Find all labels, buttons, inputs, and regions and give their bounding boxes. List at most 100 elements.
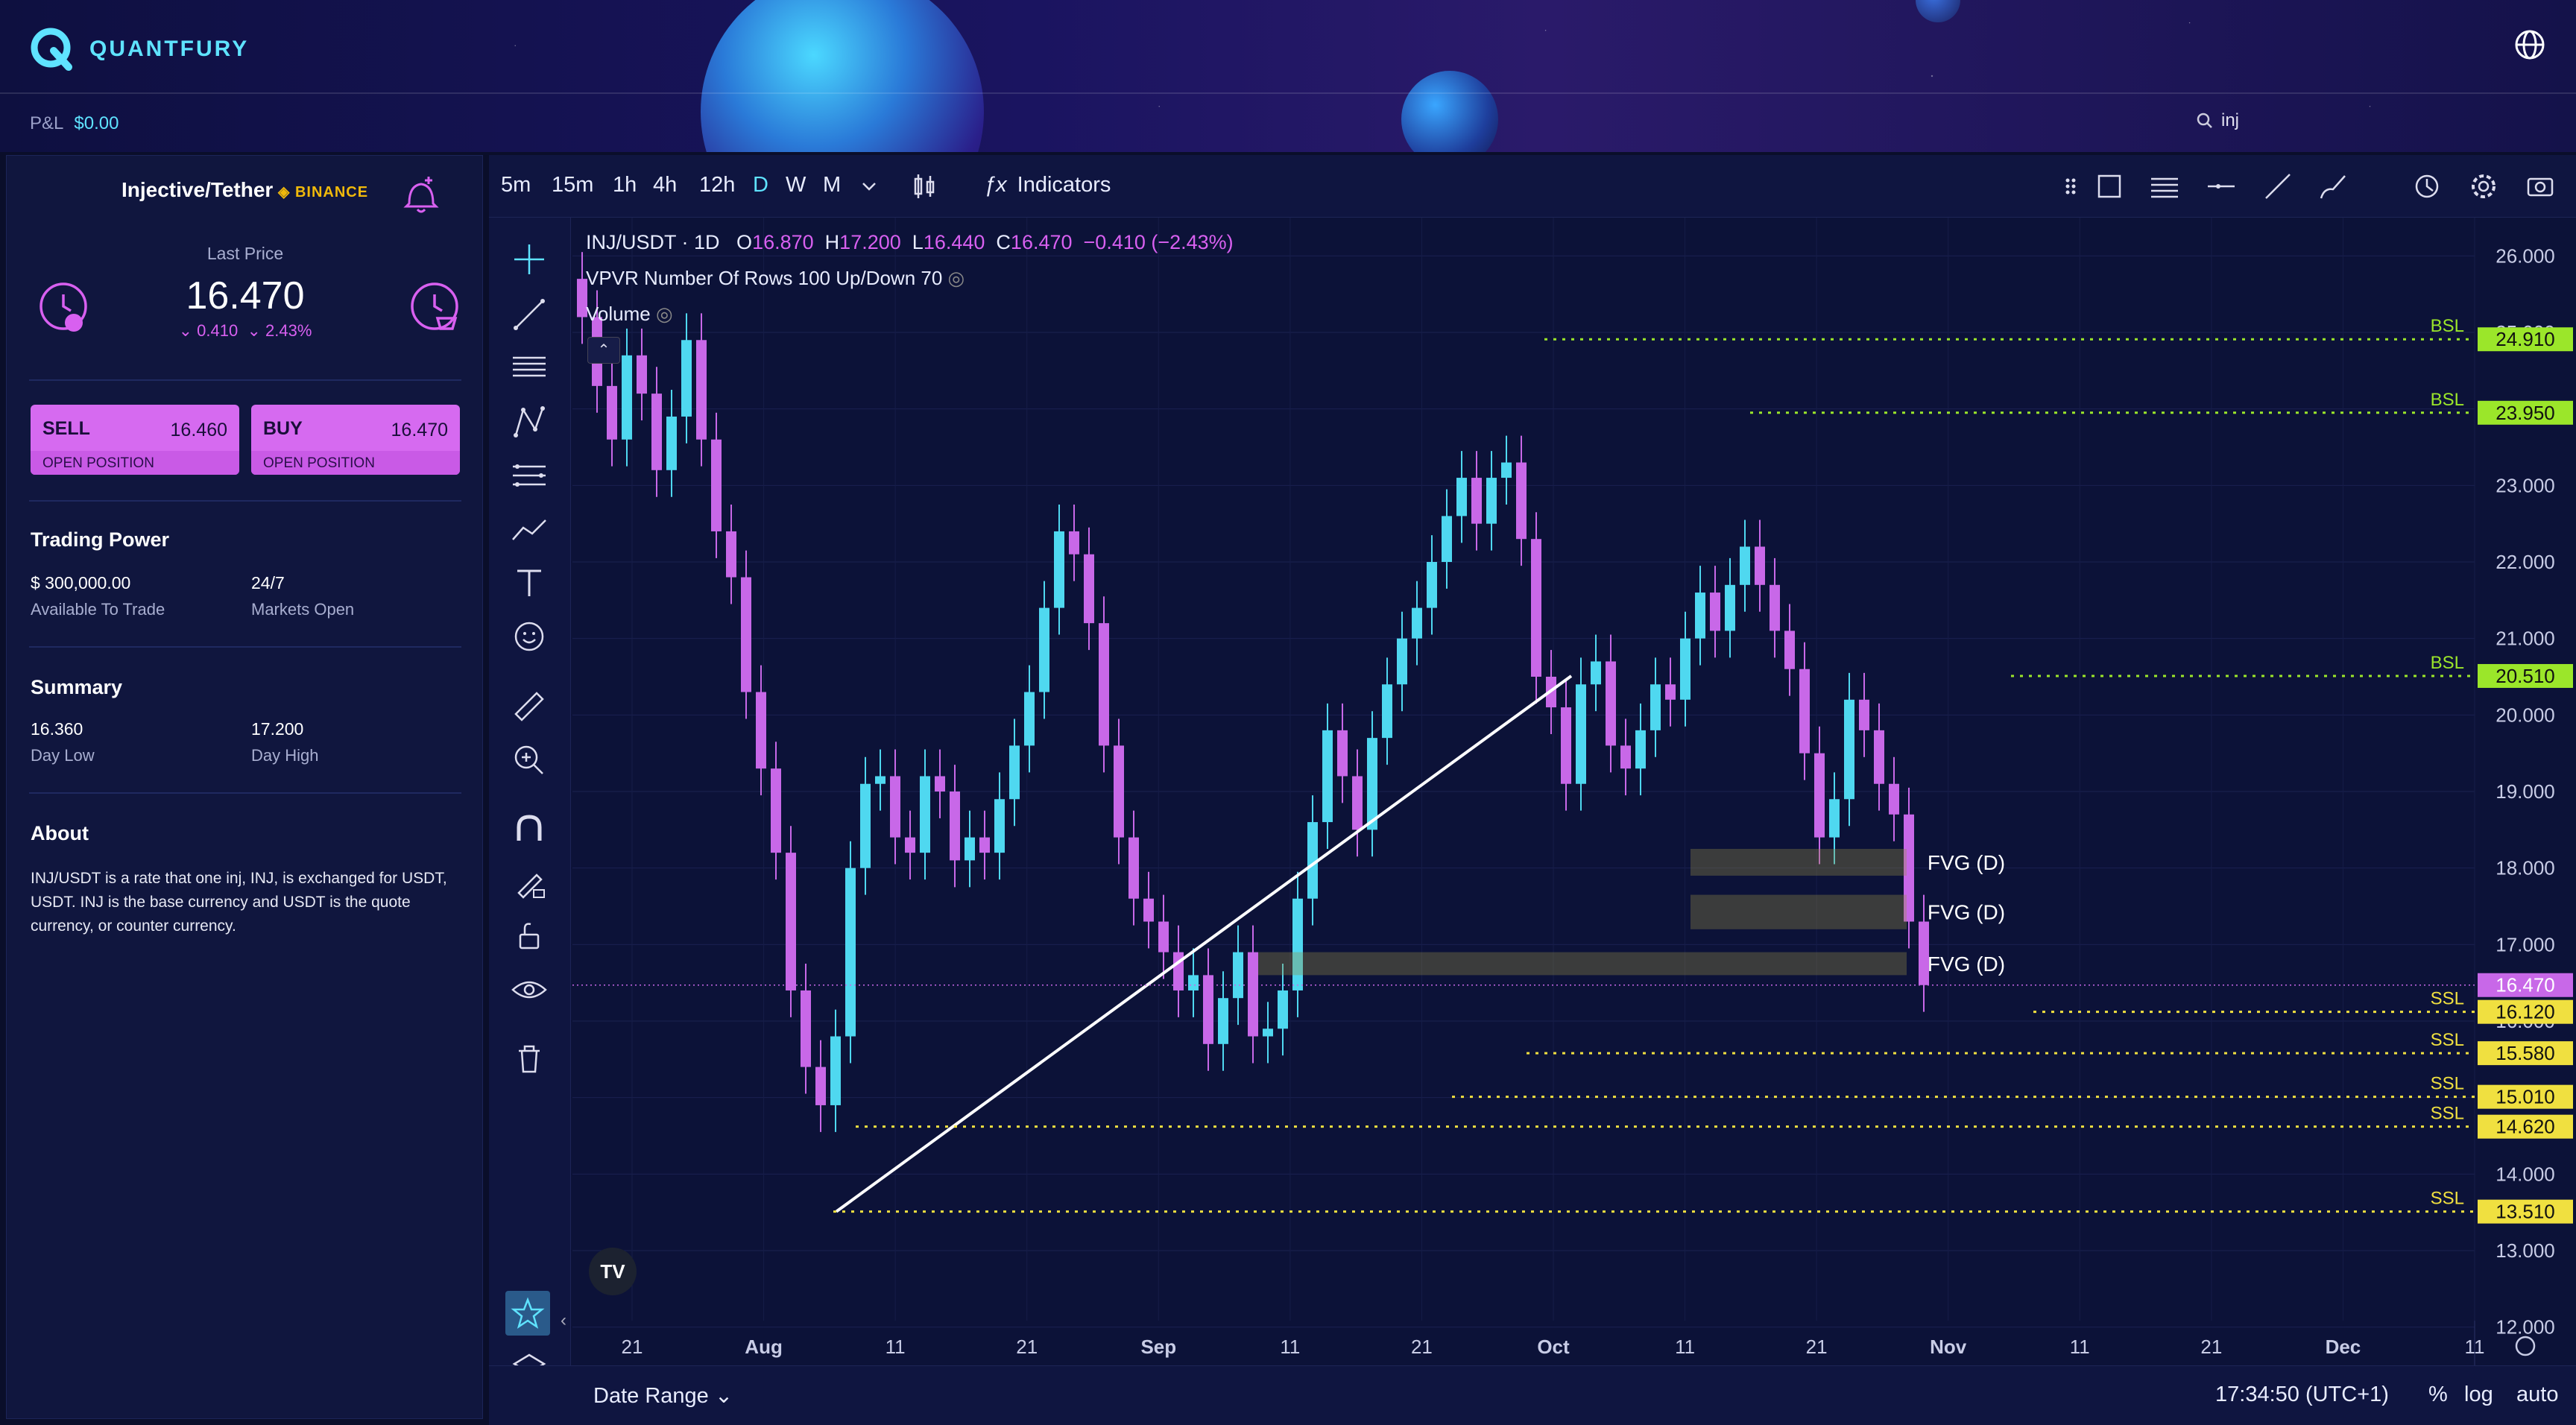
candle <box>920 776 930 853</box>
legend-c-label: C <box>996 231 1011 253</box>
candle <box>935 776 945 792</box>
timeframe-15m[interactable]: 15m <box>552 173 594 197</box>
candle <box>1904 814 1914 922</box>
bull-alarm-icon[interactable] <box>403 275 466 338</box>
date-range-button[interactable]: Date Range ⌄ <box>593 1384 733 1408</box>
candle <box>1069 531 1079 554</box>
x-tick-label: Sep <box>1140 1336 1176 1358</box>
trend-line-icon[interactable] <box>2260 168 2296 204</box>
ruler-icon[interactable] <box>507 684 552 729</box>
fvg-label: FVG (D) <box>1928 851 2005 874</box>
tradingview-logo-icon[interactable]: TV <box>589 1248 637 1295</box>
brush-tool-icon[interactable] <box>2315 168 2351 204</box>
liquidity-level-label: SSL <box>2431 1189 2464 1209</box>
price-tag-text: 15.010 <box>2496 1086 2555 1108</box>
buy-sub-label: OPEN POSITION <box>251 451 460 475</box>
search-input[interactable]: inj <box>2196 110 2239 131</box>
bear-alarm-icon[interactable] <box>32 275 95 338</box>
pattern-tool-icon[interactable] <box>507 399 552 444</box>
chevron-down-icon[interactable] <box>857 168 881 204</box>
timeframe-5m[interactable]: 5m <box>501 173 531 197</box>
candle <box>1486 478 1497 524</box>
zoom-in-icon[interactable] <box>507 738 552 783</box>
day-high-label: Day High <box>251 746 319 765</box>
y-tick-label: 12.000 <box>2496 1316 2555 1339</box>
axis-settings-icon <box>2515 1336 2536 1356</box>
unlock-icon[interactable] <box>507 914 552 958</box>
candle <box>1352 776 1363 830</box>
candle <box>637 355 647 394</box>
volume-legend[interactable]: Volume ◎ <box>586 303 673 326</box>
auto-scale-toggle[interactable]: auto <box>2516 1383 2559 1406</box>
change-abs: 0.410 <box>197 321 239 340</box>
candle <box>1606 661 1616 746</box>
settings-gear-icon[interactable] <box>2466 168 2501 204</box>
header-divider <box>0 92 2576 94</box>
percent-scale-toggle[interactable]: % <box>2428 1383 2448 1406</box>
candle <box>1650 684 1661 730</box>
timeframe-d[interactable]: D <box>753 173 768 197</box>
candle <box>845 868 856 1037</box>
clock-timezone[interactable]: 17:34:50 (UTC+1) <box>2215 1383 2389 1406</box>
indicators-button[interactable]: ƒx Indicators <box>984 173 1111 198</box>
candle <box>1799 669 1810 753</box>
buy-button[interactable]: BUY 16.470 OPEN POSITION <box>251 405 460 475</box>
magnet-icon[interactable] <box>507 806 552 851</box>
sell-label: SELL <box>42 418 90 439</box>
line-tool-icon[interactable] <box>507 292 552 337</box>
candle <box>1263 1029 1273 1037</box>
price-alert-bell-icon[interactable] <box>402 174 441 218</box>
search-value[interactable]: inj <box>2221 110 2240 130</box>
position-tool-icon[interactable] <box>507 453 552 498</box>
x-tick-label: 11 <box>1280 1336 1300 1358</box>
sell-button[interactable]: SELL 16.460 OPEN POSITION <box>31 405 239 475</box>
collapse-legend-button[interactable]: ⌃ <box>587 337 620 364</box>
timeframe-m[interactable]: M <box>823 173 842 197</box>
exchange-name: BINANCE <box>294 184 369 200</box>
lock-drawings-icon[interactable] <box>507 860 552 905</box>
timeframe-12h[interactable]: 12h <box>699 173 736 197</box>
y-tick-label: 17.000 <box>2496 933 2555 955</box>
liquidity-level-label: BSL <box>2431 316 2464 336</box>
collapse-toolbar-chevron-icon[interactable]: ‹ <box>561 1310 566 1330</box>
buy-label: BUY <box>263 418 303 439</box>
replay-icon[interactable] <box>2409 168 2445 204</box>
fib-tool-icon[interactable] <box>2147 168 2182 204</box>
candle <box>1278 990 1288 1029</box>
vpvr-legend[interactable]: VPVR Number Of Rows 100 Up/Down 70 ◎ <box>586 267 965 290</box>
drag-handle-icon[interactable] <box>2062 168 2080 204</box>
trash-icon[interactable] <box>507 1036 552 1081</box>
forecast-tool-icon[interactable] <box>507 507 552 552</box>
crosshair-icon[interactable] <box>507 237 552 282</box>
favorites-star-icon[interactable] <box>505 1291 550 1336</box>
timeframe-4h[interactable]: 4h <box>653 173 678 197</box>
candle <box>1770 584 1780 631</box>
text-tool-icon[interactable] <box>507 560 552 605</box>
hidden-eye-icon[interactable]: ◎ <box>947 267 965 289</box>
y-tick-label: 22.000 <box>2496 551 2555 573</box>
hidden-eye-icon[interactable]: ◎ <box>655 303 673 325</box>
divider <box>29 646 461 648</box>
x-tick-label: 21 <box>622 1336 643 1358</box>
candle <box>741 577 751 692</box>
timeframe-1h[interactable]: 1h <box>613 173 637 197</box>
candle <box>651 394 662 470</box>
candle <box>681 340 692 417</box>
candle <box>1561 707 1571 784</box>
candle <box>860 783 871 868</box>
emoji-tool-icon[interactable] <box>507 614 552 659</box>
brand[interactable]: QUANTFURY <box>28 25 249 73</box>
rectangle-tool-icon[interactable] <box>2092 168 2127 204</box>
candle-type-icon[interactable] <box>906 168 942 204</box>
log-scale-toggle[interactable]: log <box>2464 1383 2493 1406</box>
horizontal-line-icon[interactable] <box>2203 168 2239 204</box>
camera-icon[interactable] <box>2522 168 2558 204</box>
price-tag <box>2478 400 2573 425</box>
price-chart[interactable]: 26.00025.00024.00023.00022.00021.00020.0… <box>572 218 2576 1365</box>
timeframe-w[interactable]: W <box>786 173 806 197</box>
legend-change: −0.410 (−2.43%) <box>1083 231 1234 253</box>
trading-power-title: Trading Power <box>31 528 170 551</box>
globe-icon[interactable] <box>2513 28 2546 61</box>
channel-tool-icon[interactable] <box>507 344 552 389</box>
visibility-eye-icon[interactable] <box>507 967 552 1012</box>
